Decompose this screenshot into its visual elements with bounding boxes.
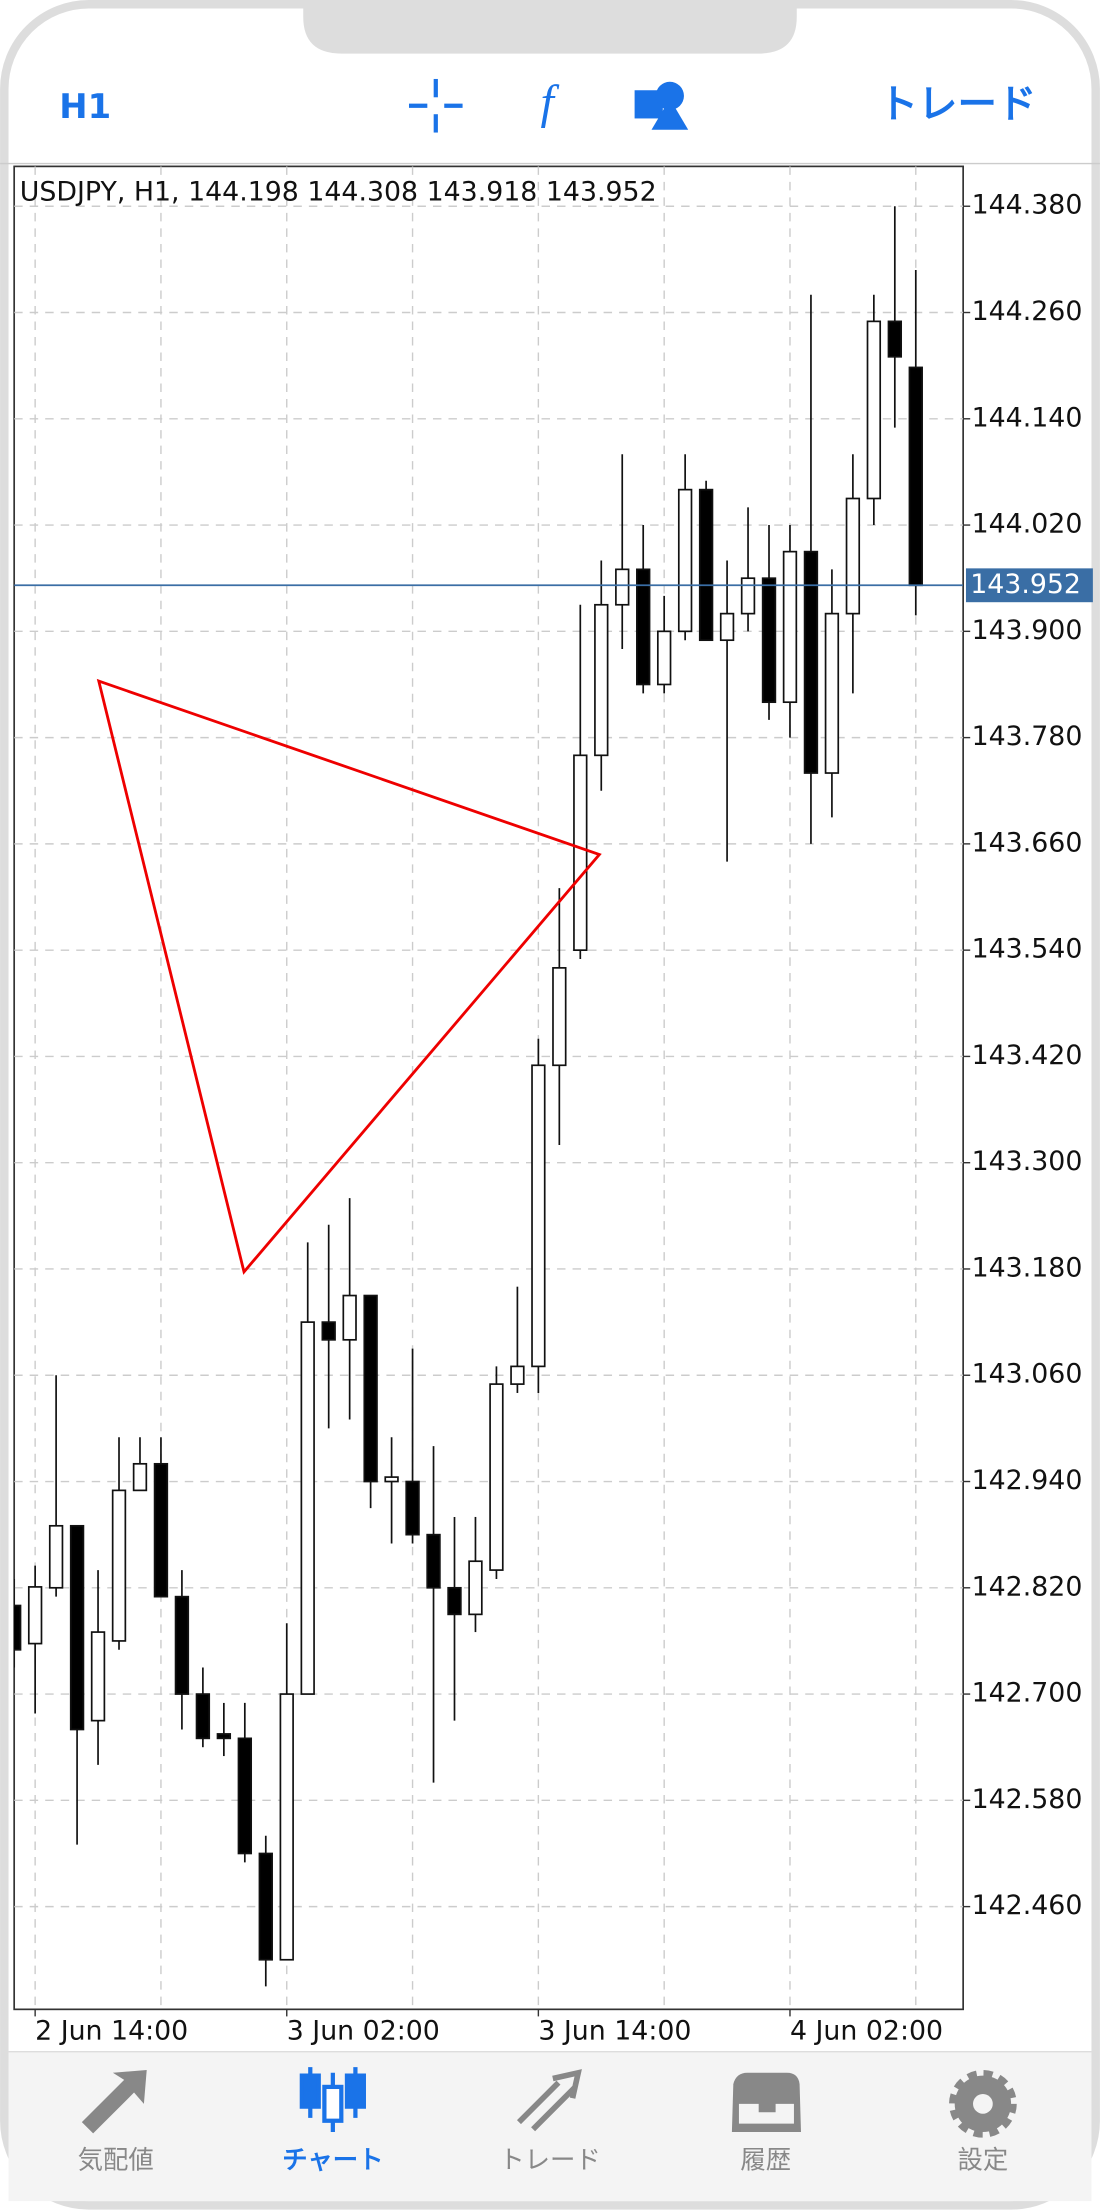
candle-body [489, 1383, 504, 1571]
settings-icon [949, 2069, 1017, 2138]
history-icon [731, 2072, 801, 2133]
chart-title: USDJPY, H1, 144.198 144.308 143.918 143.… [20, 177, 657, 208]
candle-body [279, 1693, 294, 1961]
candle-body [636, 568, 651, 686]
chart-icon [299, 2067, 366, 2133]
candle-body [363, 1294, 378, 1483]
candle-body [719, 612, 735, 642]
y-tick-label: 143.540 [972, 934, 1083, 965]
candle-body [887, 320, 903, 358]
candle-body [447, 1586, 462, 1616]
last-price-box [965, 568, 1093, 603]
candle-body [740, 577, 756, 615]
y-tick-label: 142.700 [972, 1678, 1083, 1709]
candle-body [656, 630, 672, 686]
trade-icon [516, 2069, 582, 2132]
candle-body [321, 1321, 336, 1341]
candle-body [258, 1852, 273, 1961]
candle-body [342, 1294, 357, 1341]
y-tick-label: 144.140 [972, 402, 1083, 433]
candle-body [824, 612, 840, 774]
candle-body [69, 1524, 85, 1731]
tab-label[interactable]: トレード [499, 2145, 600, 2175]
y-tick-label: 144.020 [972, 509, 1083, 540]
candle-body [677, 488, 693, 633]
candle-body [132, 1462, 148, 1492]
candle-body [14, 1604, 22, 1651]
candle-body [237, 1737, 253, 1855]
last-price-label: 143.952 [970, 569, 1081, 600]
candle-body [698, 488, 714, 642]
tab-label[interactable]: チャート [282, 2145, 383, 2175]
y-tick-label: 143.660 [972, 827, 1083, 858]
x-tick-label: 4 Jun 02:00 [790, 2015, 943, 2046]
candle-body [48, 1524, 64, 1589]
crosshair-button[interactable] [408, 78, 463, 133]
x-tick-label: 3 Jun 14:00 [538, 2015, 691, 2046]
plot-border [13, 165, 964, 2011]
candle-body [111, 1489, 127, 1642]
candle-body [594, 603, 609, 757]
candle-body [531, 1064, 546, 1368]
tab-bar [8, 2051, 1092, 2202]
tab-label[interactable]: 気配値 [78, 2145, 154, 2175]
y-tick-label: 144.260 [972, 296, 1083, 327]
notch [303, 4, 797, 54]
candle-body [866, 320, 882, 500]
candle-body [90, 1631, 106, 1722]
trade-button[interactable]: トレード [879, 82, 1037, 128]
candle-body [908, 366, 923, 587]
y-tick-label: 143.060 [972, 1359, 1083, 1390]
candle-body [468, 1560, 483, 1616]
y-tick-label: 143.900 [972, 615, 1083, 646]
tab-label[interactable]: 履歴 [740, 2145, 791, 2175]
y-tick-label: 144.380 [972, 190, 1083, 221]
candle-body [384, 1476, 399, 1483]
candle-body [174, 1595, 190, 1695]
candle-body [845, 497, 861, 615]
quotes-icon [81, 2069, 147, 2134]
candle-body [803, 550, 819, 774]
candle-body [27, 1586, 43, 1645]
y-tick-label: 142.940 [972, 1465, 1083, 1496]
candle-body [426, 1533, 441, 1589]
candle-body [782, 550, 798, 704]
candle-body [216, 1733, 232, 1740]
y-tick-label: 142.580 [972, 1784, 1083, 1815]
candle-body [573, 754, 588, 952]
x-tick-label: 3 Jun 02:00 [287, 2015, 440, 2046]
candle-body [761, 577, 777, 704]
y-tick-label: 143.300 [972, 1146, 1083, 1177]
candle-body [552, 967, 567, 1067]
y-tick-label: 142.820 [972, 1571, 1083, 1602]
tab-label[interactable]: 設定 [958, 2145, 1009, 2175]
candle-body [510, 1365, 525, 1385]
x-tick-label: 2 Jun 14:00 [35, 2015, 188, 2046]
y-tick-label: 143.780 [972, 721, 1083, 752]
plot-area [14, 166, 964, 2010]
candle-body [615, 568, 630, 606]
y-tick-label: 142.460 [972, 1890, 1083, 1921]
objects-button[interactable] [634, 81, 689, 130]
y-tick-label: 143.180 [972, 1252, 1083, 1283]
triangle-drawing [96, 678, 602, 1275]
y-tick-label: 143.420 [972, 1040, 1083, 1071]
candle-body [300, 1321, 315, 1695]
timeframe-button[interactable]: H1 [59, 87, 111, 126]
candle-body [405, 1480, 420, 1536]
candle-body [153, 1462, 169, 1598]
candle-body [195, 1693, 211, 1740]
axes: 144.380 144.260 144.140 144.020 143.900 143.7… [34, 190, 1093, 2046]
